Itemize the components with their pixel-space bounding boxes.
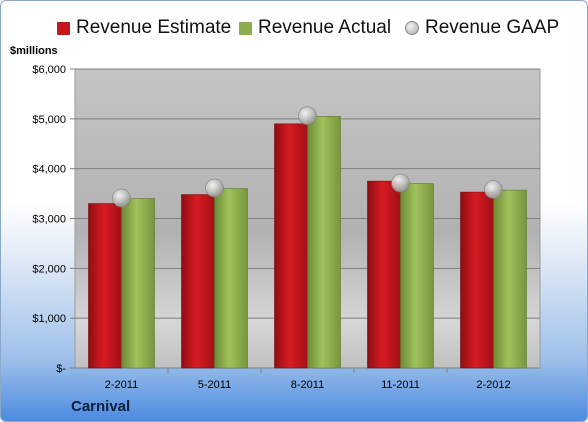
x-tick-label: 11-2011	[381, 379, 420, 391]
y-axis-unit-label: $millions	[10, 45, 58, 57]
x-tick-label: 2-2011	[105, 379, 138, 391]
point-revenue-gaap	[484, 180, 503, 199]
y-tick-label: $2,000	[32, 263, 66, 275]
bar-revenue-estimate	[274, 123, 308, 369]
y-tick-label: $4,000	[32, 164, 66, 176]
x-tick-label: 2-2012	[476, 379, 510, 391]
y-tick-label: $1,000	[32, 313, 66, 325]
bar-revenue-actual	[400, 183, 434, 369]
point-revenue-gaap	[112, 188, 131, 208]
y-axis-ticks: $- $1,000 $2,000 $3,000 $4,000 $5,000 $6,000	[32, 64, 75, 375]
bar-revenue-estimate	[367, 180, 401, 369]
legend: Revenue Estimate Revenue Actual Revenue …	[1, 17, 587, 41]
company-label: Carnival	[71, 398, 131, 415]
y-tick-label: $-	[56, 363, 66, 375]
legend-swatch-estimate	[57, 21, 70, 35]
bar-revenue-actual	[307, 116, 341, 369]
legend-swatch-actual	[239, 21, 252, 35]
legend-label-gaap: Revenue GAAP	[425, 17, 560, 38]
bar-revenue-actual	[214, 188, 248, 369]
bar-revenue-estimate	[460, 191, 494, 369]
x-tick-label: 5-2011	[198, 379, 231, 391]
x-axis-ticks: 2-2011 5-2011 8-2011 11-2011 2-2012	[105, 368, 511, 391]
point-revenue-gaap	[205, 178, 224, 198]
bar-revenue-actual	[493, 189, 527, 369]
y-tick-label: $5,000	[32, 114, 66, 126]
gaap-points	[112, 106, 503, 208]
bar-revenue-estimate	[181, 194, 215, 369]
legend-label-actual: Revenue Actual	[258, 17, 392, 38]
legend-label-estimate: Revenue Estimate	[76, 17, 232, 38]
y-tick-label: $6,000	[32, 64, 66, 76]
bars	[88, 116, 527, 369]
x-tick-label: 8-2011	[291, 379, 324, 391]
legend-swatch-gaap	[405, 21, 419, 35]
point-revenue-gaap	[391, 173, 410, 193]
bar-revenue-estimate	[88, 203, 122, 369]
legend-item-estimate: Revenue Estimate	[57, 17, 231, 39]
legend-item-gaap: Revenue GAAP	[405, 17, 559, 39]
bar-revenue-actual	[121, 198, 155, 369]
y-tick-label: $3,000	[32, 214, 66, 226]
point-revenue-gaap	[298, 106, 317, 126]
legend-item-actual: Revenue Actual	[239, 17, 391, 39]
